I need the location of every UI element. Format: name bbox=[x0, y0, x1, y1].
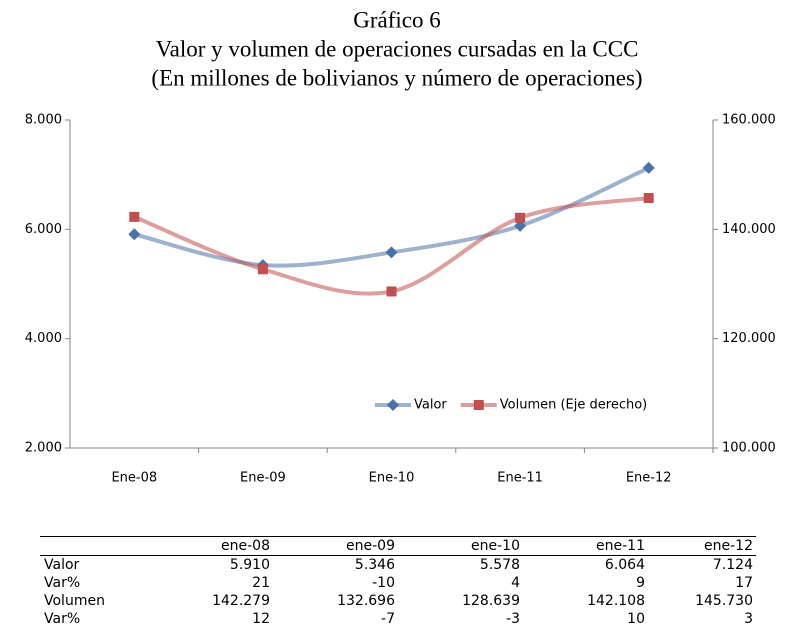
table-cell: 6.064 bbox=[604, 557, 645, 573]
y-tick-label: 4.000 bbox=[25, 331, 62, 346]
column-header: ene-08 bbox=[221, 538, 270, 554]
y-tick-label: 8.000 bbox=[25, 113, 62, 128]
table-row: Volumen 142.279 132.696 128.639 142.108 145.7… bbox=[40, 592, 756, 610]
chart: Gráfico 6 Valor y volumen de operaciones… bbox=[25, 7, 776, 486]
x-tick-label: Ene-11 bbox=[497, 471, 543, 486]
table-cell: 145.730 bbox=[695, 593, 753, 609]
row-label: Var% bbox=[44, 575, 81, 591]
table-cell: 142.279 bbox=[212, 593, 270, 609]
marker bbox=[386, 286, 397, 297]
column-header: ene-12 bbox=[704, 538, 753, 554]
y2-tick-label: 100.000 bbox=[722, 441, 776, 456]
table-cell: 5.578 bbox=[479, 557, 520, 573]
legend-label: Valor bbox=[414, 398, 447, 413]
table-header-row: ene-08 ene-09 ene-10 ene-11 ene-12 bbox=[40, 536, 756, 556]
table-cell: 132.696 bbox=[337, 593, 395, 609]
marker bbox=[257, 264, 268, 275]
legend-label: Volumen (Eje derecho) bbox=[500, 398, 647, 413]
column-header: ene-11 bbox=[596, 538, 645, 554]
table-cell: 10 bbox=[627, 611, 645, 625]
series-line bbox=[133, 196, 650, 296]
column-header: ene-10 bbox=[471, 538, 520, 554]
chart-subtitle: Valor y volumen de operaciones cursadas … bbox=[156, 36, 639, 61]
marker bbox=[514, 219, 527, 232]
x-tick-label: Ene-08 bbox=[111, 471, 157, 486]
table-cell: 3 bbox=[744, 611, 753, 625]
table-cell: 12 bbox=[252, 611, 270, 625]
table-cell: -3 bbox=[506, 611, 520, 625]
x-tick-label: Ene-09 bbox=[240, 471, 286, 486]
table-cell: -7 bbox=[381, 611, 395, 625]
y2-tick-label: 160.000 bbox=[722, 113, 776, 128]
y-tick-label: 6.000 bbox=[25, 222, 62, 237]
y2-tick-label: 140.000 bbox=[722, 222, 776, 237]
table-cell: 4 bbox=[511, 575, 520, 591]
row-label: Var% bbox=[44, 611, 81, 625]
row-label: Volumen bbox=[44, 593, 105, 609]
table-row: Var% 12 -7 -3 10 3 bbox=[40, 610, 756, 625]
table-cell: 9 bbox=[636, 575, 645, 591]
marker bbox=[515, 212, 526, 223]
legend-marker bbox=[473, 400, 484, 410]
table-cell: -10 bbox=[372, 575, 395, 591]
y-tick-label: 2.000 bbox=[25, 441, 62, 456]
table-row: Valor 5.910 5.346 5.578 6.064 7.124 bbox=[40, 556, 756, 574]
x-tick-label: Ene-10 bbox=[369, 471, 415, 486]
table-cell: 142.108 bbox=[587, 593, 645, 609]
x-tick-label: Ene-12 bbox=[626, 471, 672, 486]
marker bbox=[128, 228, 141, 241]
table-cell: 7.124 bbox=[712, 557, 753, 573]
table-cell: 21 bbox=[252, 575, 270, 591]
chart-title: Gráfico 6 bbox=[353, 7, 441, 32]
marker bbox=[385, 246, 398, 259]
table-cell: 17 bbox=[735, 575, 753, 591]
table-row: Var% 21 -10 4 9 17 bbox=[40, 574, 756, 592]
column-header: ene-09 bbox=[346, 538, 395, 554]
table-cell: 5.910 bbox=[229, 557, 270, 573]
y2-tick-label: 120.000 bbox=[722, 331, 776, 346]
marker bbox=[642, 161, 655, 174]
chart-subtitle: (En millones de bolivianos y número de o… bbox=[151, 65, 642, 90]
data-table: ene-08 ene-09 ene-10 ene-11 ene-12 Valor 5.910… bbox=[40, 536, 756, 625]
marker bbox=[129, 211, 140, 222]
marker bbox=[643, 193, 654, 204]
legend-marker bbox=[387, 399, 399, 411]
table-cell: 5.346 bbox=[354, 557, 395, 573]
row-label: Valor bbox=[44, 557, 80, 573]
table-cell: 128.639 bbox=[462, 593, 520, 609]
